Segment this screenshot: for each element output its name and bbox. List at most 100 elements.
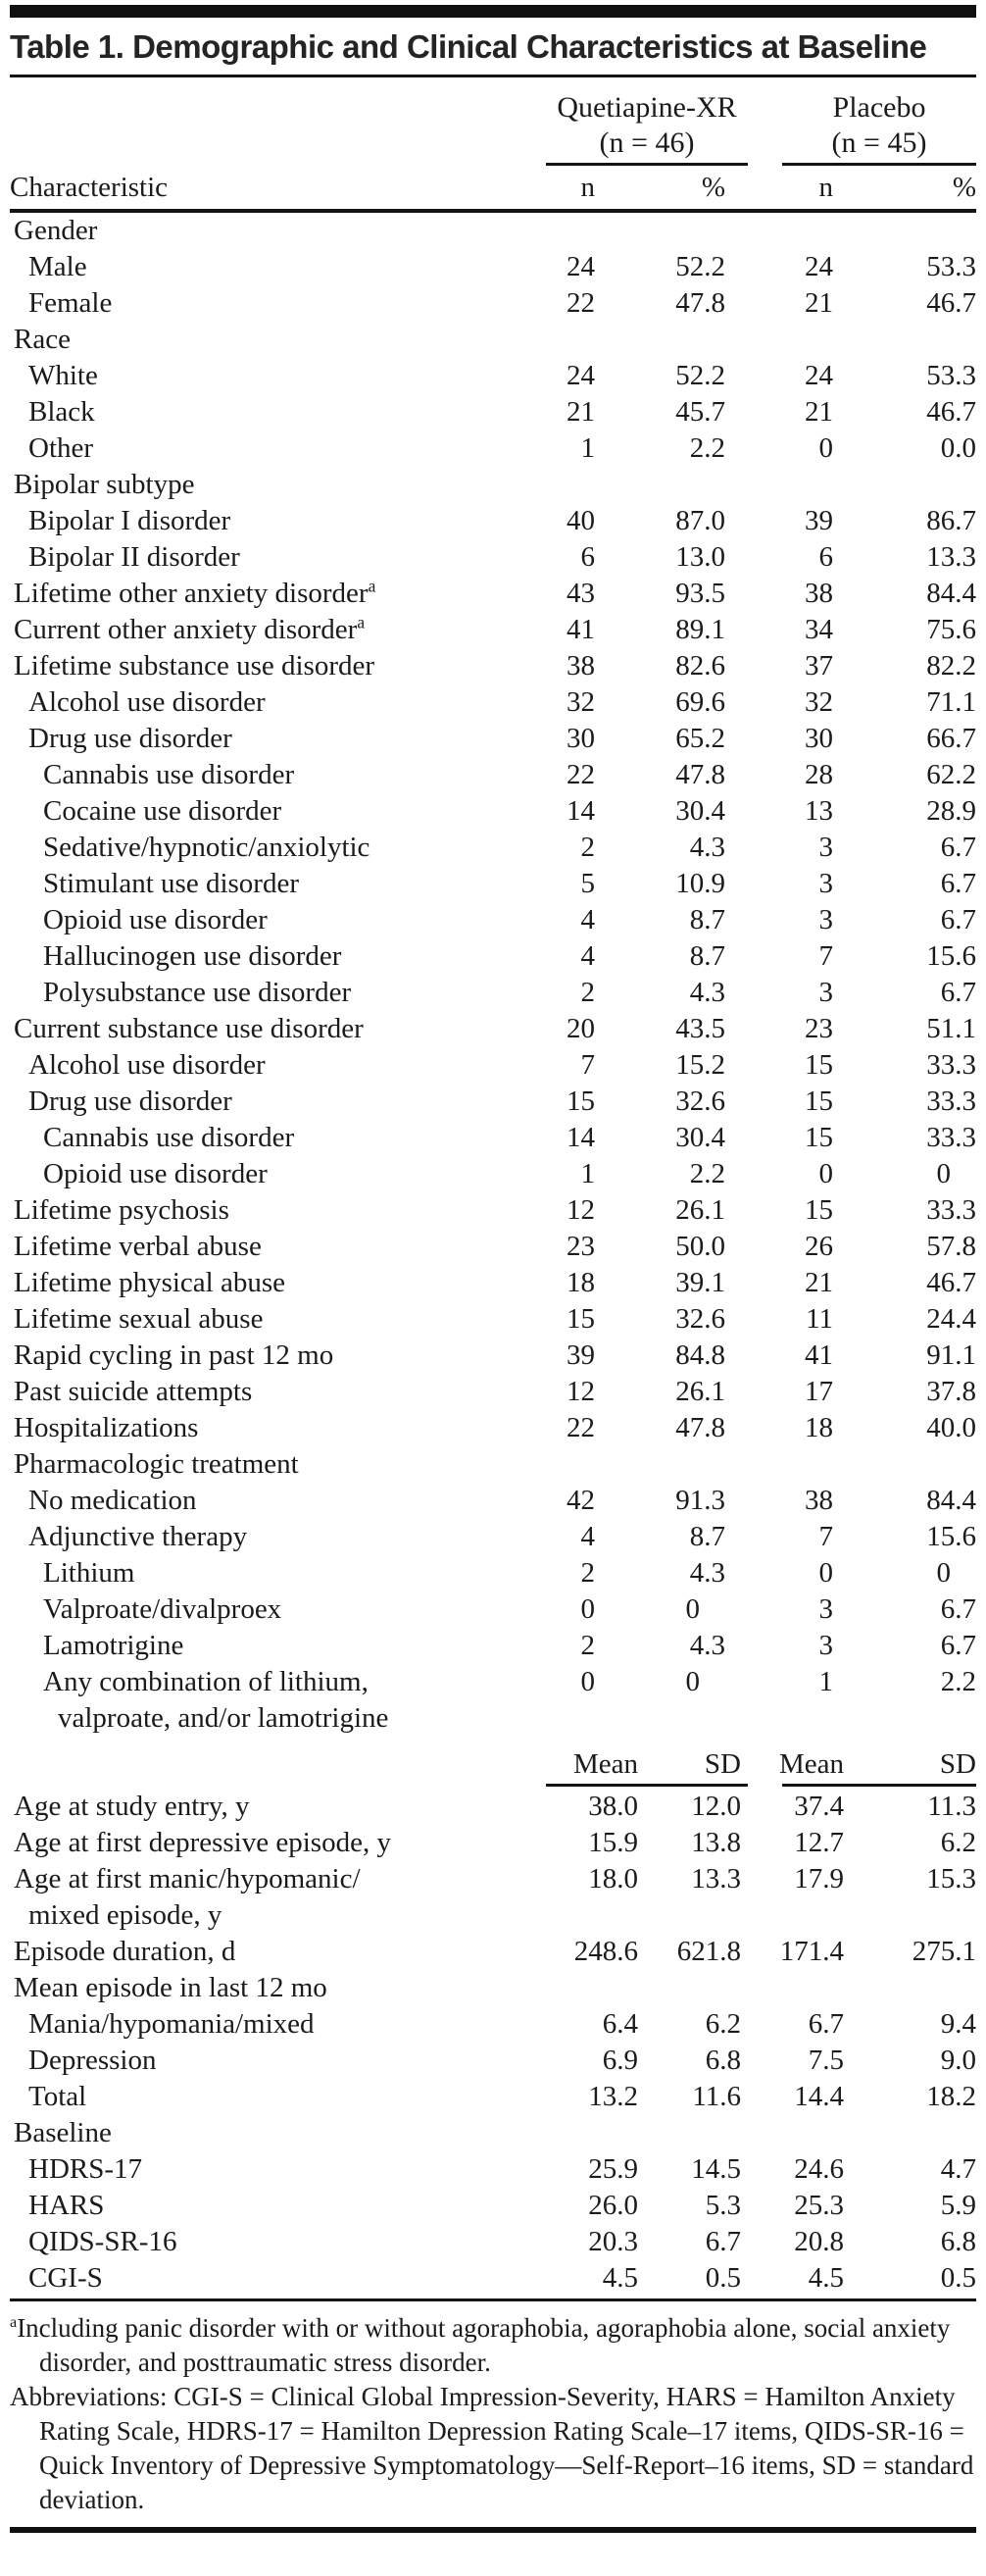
table-row: Race [10,322,976,358]
row-label: Race [14,324,71,355]
cell-n-placebo: 24 [805,251,833,282]
table-row: White 24 52.2 24 53.3 [10,358,976,394]
row-label: Rapid cycling in past 12 mo [14,1339,334,1371]
bottom-bar [10,2527,976,2533]
cell-n-quetiapine: 12 [567,1194,595,1226]
cell-n-quetiapine: 7 [580,1049,596,1081]
cell-n-placebo: 37 [805,650,833,682]
cell-pct-placebo: 24.4 [926,1303,976,1335]
table-row: Past suicide attempts 12 26.1 17 37.8 [10,1374,976,1410]
table-row: Cannabis use disorder 14 30.4 15 33.3 [10,1120,976,1156]
cell-pct-quetiapine: 30.4 [675,1122,725,1153]
cell-pct-placebo: 33.3 [926,1122,976,1153]
row-label: Black [28,396,95,428]
table-row: Opioid use disorder 4 8.7 3 6.7 [10,902,976,938]
cell-n-placebo: 1 [818,1666,834,1697]
cell-pct-quetiapine: 2.2 [689,1158,725,1189]
cell-pct-quetiapine: 4.3 [689,1630,725,1661]
cell-sd-quetiapine: 6.8 [705,2045,741,2076]
row-label: mixed episode, y [28,1899,222,1931]
cell-n-quetiapine: 22 [567,1412,595,1443]
cell-n-quetiapine: 2 [580,977,596,1008]
table-row: Alcohol use disorder 32 69.6 32 71.1 [10,684,976,721]
mean-sd-underline [10,1784,976,1789]
row-label: QIDS-SR-16 [28,2226,177,2257]
row-label: Bipolar I disorder [28,505,231,536]
cell-mean-quetiapine: 20.3 [588,2226,638,2257]
cell-mean-quetiapine: 6.4 [602,2008,638,2040]
cell-pct-placebo: 33.3 [926,1194,976,1226]
cell-pct-quetiapine: 45.7 [675,396,725,428]
col-header-sd-quetiapine: SD [704,1748,741,1780]
group-header-quetiapine: Quetiapine-XR (n = 46) [546,89,748,166]
cell-pct-placebo: 0.0 [940,432,976,464]
table-row: Lifetime physical abuse 18 39.1 21 46.7 [10,1265,976,1301]
table-row: Hallucinogen use disorder 4 8.7 7 15.6 [10,938,976,975]
footnote-marker: a [357,612,366,632]
row-label: HARS [28,2190,105,2221]
cell-n-quetiapine: 2 [580,832,596,863]
cell-mean-placebo: 12.7 [794,1827,844,1858]
cell-pct-placebo: 6.7 [940,868,976,899]
row-label: Valproate/divalproex [43,1593,282,1625]
cell-pct-quetiapine: 65.2 [675,723,725,754]
cell-pct-placebo: 62.2 [926,759,976,790]
table-row: Episode duration, d 248.6 621.8 171.4 275.1 [10,1934,976,1970]
cell-n-quetiapine: 15 [567,1303,595,1335]
row-label: Depression [28,2045,157,2076]
cell-pct-quetiapine: 0 [685,1666,701,1697]
row-label: Lifetime sexual abuse [14,1303,264,1335]
table-row: Lifetime psychosis 12 26.1 15 33.3 [10,1192,976,1229]
cell-pct-quetiapine: 87.0 [675,505,725,536]
table-row: Lamotrigine 2 4.3 3 6.7 [10,1628,976,1664]
cell-n-placebo: 0 [818,1557,834,1589]
cell-mean-quetiapine: 6.9 [602,2045,638,2076]
top-rule [10,5,976,18]
cell-mean-placebo: 171.4 [779,1936,844,1967]
cell-pct-quetiapine: 47.8 [675,287,725,319]
row-label: CGI-S [28,2262,103,2294]
table-row: Male 24 52.2 24 53.3 [10,249,976,285]
table-row: Black 21 45.7 21 46.7 [10,394,976,430]
cell-n-quetiapine: 30 [567,723,595,754]
cell-n-quetiapine: 0 [580,1593,596,1625]
table-row: Age at study entry, y 38.0 12.0 37.4 11.3 [10,1789,976,1825]
cell-n-quetiapine: 12 [567,1376,595,1407]
cell-sd-placebo: 9.0 [940,2045,976,2076]
group-name: Placebo [832,91,926,124]
cell-n-placebo: 13 [805,795,833,827]
row-label: Male [28,251,87,282]
group-n-label: (n = 45) [782,126,976,166]
cell-n-placebo: 17 [805,1376,833,1407]
cell-n-placebo: 11 [806,1303,833,1335]
table-row: Stimulant use disorder 5 10.9 3 6.7 [10,866,976,902]
group-n-label: (n = 46) [546,126,748,166]
cell-n-placebo: 21 [805,1267,833,1298]
cell-pct-quetiapine: 91.3 [675,1485,725,1516]
table-row: HARS 26.0 5.3 25.3 5.9 [10,2188,976,2224]
cell-n-quetiapine: 15 [567,1086,595,1117]
row-label: Other [28,432,94,464]
row-label: Lamotrigine [43,1630,184,1661]
column-subheader: Characteristic n % n % [10,166,976,213]
cell-n-quetiapine: 2 [580,1557,596,1589]
cell-pct-placebo: 0 [936,1158,952,1189]
cell-mean-quetiapine: 25.9 [588,2153,638,2185]
cell-pct-quetiapine: 50.0 [675,1231,725,1262]
cell-pct-quetiapine: 13.0 [675,541,725,573]
cell-n-quetiapine: 23 [567,1231,595,1262]
cell-pct-placebo: 28.9 [926,795,976,827]
footnote-a-marker: a [10,2313,18,2331]
cell-n-quetiapine: 32 [567,686,595,718]
cell-n-quetiapine: 4 [580,904,596,935]
cell-pct-quetiapine: 0 [685,1593,701,1625]
cell-pct-placebo: 53.3 [926,360,976,391]
cell-pct-quetiapine: 52.2 [675,360,725,391]
row-label: valproate, and/or lamotrigine [58,1702,389,1734]
cell-pct-placebo: 86.7 [926,505,976,536]
cell-sd-placebo: 11.3 [927,1791,976,1822]
cell-n-placebo: 3 [818,1630,834,1661]
cell-sd-quetiapine: 12.0 [691,1791,741,1822]
table-row: Sedative/hypnotic/anxiolytic 2 4.3 3 6.7 [10,830,976,866]
cell-pct-placebo: 91.1 [926,1339,976,1371]
